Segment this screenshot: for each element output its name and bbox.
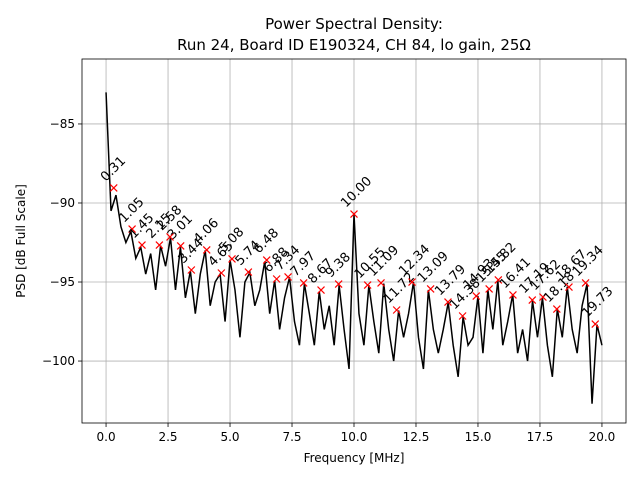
peak-marker (138, 241, 146, 249)
x-tick-label: 17.5 (527, 430, 554, 444)
peak-marker (299, 279, 308, 287)
peak-marker (392, 306, 401, 314)
peak-marker (426, 285, 435, 293)
peak-marker (539, 293, 547, 301)
x-tick-label: 12.5 (403, 430, 430, 444)
peak-marker (350, 210, 358, 218)
peak-marker (377, 279, 385, 287)
peak-marker (581, 279, 590, 287)
peak-marker (565, 283, 573, 291)
y-tick-label: −85 (50, 117, 75, 131)
chart-subtitle: Run 24, Board ID E190324, CH 84, lo gain… (177, 36, 531, 54)
peak-marker (244, 268, 253, 276)
peak-marker (128, 225, 137, 233)
peak-marker (509, 291, 517, 299)
y-tick-label: −100 (42, 354, 75, 368)
peak-label: 10.00 (338, 174, 375, 211)
peak-marker (363, 281, 372, 289)
peak-marker (272, 275, 281, 283)
x-tick-label: 7.5 (282, 430, 301, 444)
x-tick-label: 20.0 (589, 430, 616, 444)
x-tick-label: 10.0 (341, 430, 368, 444)
peak-marker (485, 285, 494, 293)
peak-marker (155, 241, 164, 249)
peak-marker (109, 184, 118, 192)
peak-label: 4.06 (191, 216, 222, 247)
peak-marker (494, 276, 503, 284)
peak-marker (217, 269, 226, 277)
x-tick-label: 5.0 (220, 430, 239, 444)
peak-marker (187, 266, 196, 274)
peak-marker (334, 280, 343, 288)
peak-marker (166, 233, 174, 241)
peak-marker (176, 242, 185, 250)
y-tick-label: −95 (50, 275, 75, 289)
peak-marker (262, 256, 271, 264)
peak-marker (591, 320, 600, 328)
x-tick-label: 0.0 (97, 430, 116, 444)
peak-marker (472, 292, 481, 301)
peak-marker (528, 296, 537, 304)
plot-frame (81, 58, 627, 424)
chart-title: Power Spectral Density: (265, 15, 443, 33)
peak-label: 9.38 (323, 250, 354, 281)
x-tick-label: 2.5 (158, 430, 177, 444)
peak-label: 0.31 (98, 154, 129, 185)
y-axis-label: PSD [dB Full Scale] (14, 184, 28, 298)
peak-marker (317, 286, 325, 295)
peak-marker (284, 273, 292, 281)
peak-marker (228, 255, 236, 263)
peak-marker (458, 312, 467, 320)
x-axis-label: Frequency [MHz] (304, 451, 405, 465)
x-tick-label: 15.0 (465, 430, 492, 444)
peak-marker (444, 298, 452, 307)
y-tick-label: −90 (50, 196, 75, 210)
peak-marker (202, 246, 211, 254)
peak-marker (408, 278, 416, 286)
peak-marker (552, 305, 561, 313)
